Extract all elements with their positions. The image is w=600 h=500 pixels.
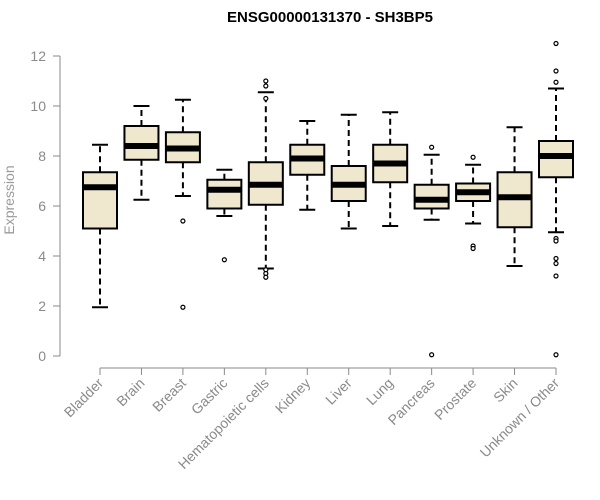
outlier-point <box>470 245 476 252</box>
box-group <box>538 40 574 358</box>
outlier-point <box>553 273 559 279</box>
box-group <box>330 113 367 230</box>
x-tick-label: Brain <box>113 375 147 409</box>
outlier-point <box>263 95 269 102</box>
outlier-point <box>429 144 435 150</box>
outlier-point <box>180 304 186 310</box>
box-group <box>496 126 533 267</box>
x-tick-label: Lung <box>363 375 396 408</box>
outlier-point <box>553 79 559 85</box>
box-group <box>372 111 409 227</box>
outlier-point <box>263 78 269 84</box>
box-group <box>455 154 492 252</box>
outlier-point <box>553 352 559 358</box>
y-tick-label: 0 <box>38 348 46 364</box>
x-tick-label: Prostate <box>431 375 479 423</box>
boxes-layer <box>82 40 574 358</box>
y-tick-label: 8 <box>38 148 46 164</box>
y-axis: 0 2 4 6 8 10 12 <box>30 48 61 364</box>
box-iqr <box>123 125 160 161</box>
box-group <box>289 120 326 211</box>
box-group <box>206 168 243 263</box>
outlier-point <box>553 260 559 267</box>
y-tick-label: 12 <box>30 48 46 64</box>
chart-title: ENSG00000131370 - SH3BP5 <box>227 9 433 26</box>
outlier-point <box>221 257 227 263</box>
box-group <box>82 143 118 309</box>
outlier-point <box>553 40 559 47</box>
box-iqr <box>82 171 118 230</box>
outlier-point <box>553 238 559 244</box>
box-iqr <box>206 178 243 210</box>
y-tick-label: 10 <box>30 98 46 114</box>
box-group <box>123 105 160 201</box>
outlier-point <box>263 83 269 89</box>
outlier-point <box>429 352 435 358</box>
box-group <box>413 144 450 358</box>
box-group <box>247 78 284 280</box>
box-iqr <box>413 183 450 210</box>
outlier-point <box>553 255 559 262</box>
x-tick-label: Skin <box>490 375 521 406</box>
outlier-point <box>470 154 476 160</box>
x-tick-label: Unknown / Other <box>477 375 563 461</box>
x-tick-label: Bladder <box>61 375 107 421</box>
y-tick-label: 2 <box>38 298 46 314</box>
box-iqr <box>538 140 574 179</box>
y-tick-label: 4 <box>38 248 46 264</box>
outlier-point <box>180 218 186 224</box>
y-tick-label: 6 <box>38 198 46 214</box>
x-tick-label: Liver <box>322 375 355 408</box>
outlier-point <box>263 274 269 280</box>
outlier-point <box>553 68 559 74</box>
box-group <box>164 98 201 310</box>
x-tick-label: Kidney <box>272 375 314 417</box>
x-tick-label: Breast <box>149 375 189 415</box>
y-axis-label: Expression <box>1 165 17 234</box>
